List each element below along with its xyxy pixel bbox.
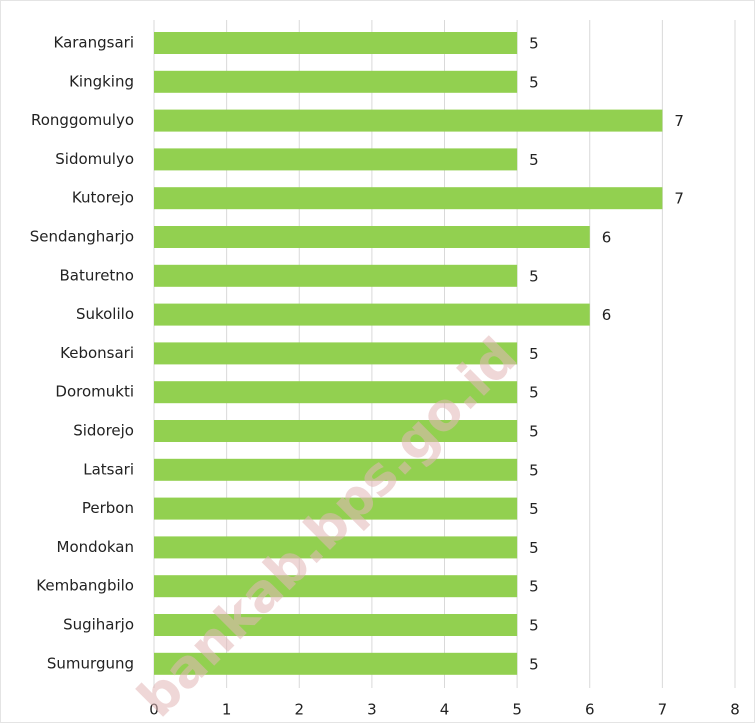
y-tick-label: Sidomulyo <box>55 150 134 168</box>
bar <box>154 497 518 520</box>
y-tick-label: Sugiharjo <box>63 616 134 634</box>
bar <box>154 264 518 287</box>
bar <box>154 342 518 365</box>
data-label: 5 <box>529 423 539 441</box>
x-tick-label: 0 <box>149 701 159 719</box>
bar <box>154 148 518 171</box>
y-tick-label: Baturetno <box>59 266 134 284</box>
y-tick-label: Karangsari <box>54 34 135 52</box>
y-tick-label: Kembangbilo <box>36 577 134 595</box>
y-tick-label: Kingking <box>69 72 134 90</box>
y-tick-label: Latsari <box>83 460 134 478</box>
data-label: 5 <box>529 73 539 91</box>
data-label: 5 <box>529 345 539 363</box>
bar <box>154 652 518 675</box>
data-label: 5 <box>529 578 539 596</box>
y-tick-label: Ronggomulyo <box>31 111 134 129</box>
bar <box>154 536 518 559</box>
x-tick-label: 3 <box>367 701 377 719</box>
bar <box>154 458 518 481</box>
x-tick-label: 8 <box>730 701 740 719</box>
bar <box>154 226 590 248</box>
data-label: 5 <box>529 35 539 53</box>
y-tick-label: Sidorejo <box>73 422 134 440</box>
data-label: 5 <box>529 151 539 169</box>
y-tick-label: Kebonsari <box>60 344 134 362</box>
data-label: 7 <box>674 112 684 130</box>
data-label: 5 <box>529 267 539 285</box>
bar <box>154 614 518 636</box>
data-label: 5 <box>529 461 539 479</box>
y-tick-label: Sumurgung <box>47 654 134 672</box>
x-tick-label: 2 <box>294 701 304 719</box>
bar <box>154 187 663 210</box>
x-tick-label: 5 <box>512 701 522 719</box>
data-label: 5 <box>529 655 539 673</box>
y-tick-label: Perbon <box>82 499 134 517</box>
y-tick-label: Sukolilo <box>76 305 134 323</box>
bar <box>154 420 518 442</box>
data-label: 6 <box>602 229 612 247</box>
bar <box>154 32 518 54</box>
bar <box>154 381 518 404</box>
data-label: 7 <box>674 190 684 208</box>
data-label: 5 <box>529 617 539 635</box>
bar <box>154 70 518 93</box>
y-tick-label: Sendangharjo <box>30 228 134 246</box>
x-tick-label: 6 <box>585 701 595 719</box>
data-label: 5 <box>529 384 539 402</box>
data-label: 5 <box>529 539 539 557</box>
x-tick-label: 1 <box>222 701 232 719</box>
y-tick-label: Mondokan <box>57 538 134 556</box>
data-label: 5 <box>529 500 539 518</box>
bar <box>154 303 590 326</box>
data-label: 6 <box>602 306 612 324</box>
y-tick-label: Doromukti <box>55 383 134 401</box>
x-tick-label: 7 <box>658 701 668 719</box>
bar <box>154 109 663 132</box>
x-tick-label: 4 <box>440 701 450 719</box>
y-tick-label: Kutorejo <box>72 189 134 207</box>
bar <box>154 575 518 598</box>
